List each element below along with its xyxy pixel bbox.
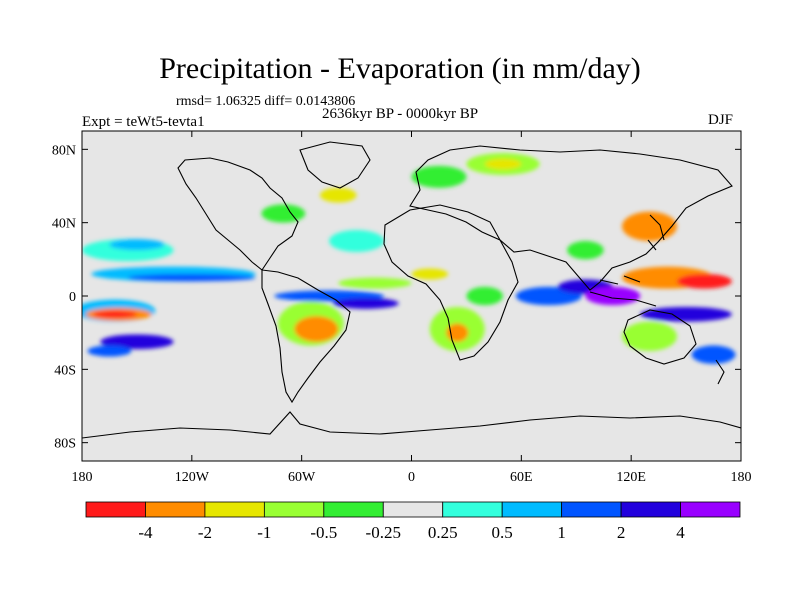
experiment-label: Expt = teWt5-tevta1 [82,114,205,130]
colorbar-swatch-9 [620,501,681,518]
colorbar-label-7: 1 [557,523,566,542]
y-tick-label-2: 0 [69,290,76,305]
field-region-8 [87,345,132,357]
colorbar-swatch-0 [85,501,146,518]
y-tick-label-4: 80S [54,437,76,452]
coast-north-america [177,157,299,271]
coast-africa [383,204,519,361]
y-axis: 80N 40N 0 40S 80S [52,143,741,452]
x-axis: 180 120W 60W 0 60E 120E 180 [72,131,752,485]
field-region-16 [319,187,357,203]
colorbar: -4 -2 -1 -0.5 -0.25 0.25 0.5 1 2 4 [85,501,741,542]
field-region-23 [466,286,504,306]
field-region-33 [567,241,604,260]
colorbar-label-5: 0.25 [428,523,458,542]
field-region-26 [585,286,641,306]
period-text: 2636kyr BP - 0000kyr BP [322,106,479,122]
coast-greenland [299,141,371,189]
chart-title: Precipitation - Evaporation (in mm/day) [159,52,641,85]
x-tick-label-5: 120E [616,470,646,485]
colorbar-label-2: -1 [257,523,271,542]
coast-antarctica [82,411,741,439]
field-region-10 [294,316,339,342]
field-region-6 [109,239,165,251]
colorbar-swatch-7 [501,501,563,518]
colorbar-swatch-5 [382,501,444,518]
colorbar-swatch-3 [263,501,325,518]
field-region-30 [640,307,732,322]
field-regions [82,153,736,364]
colorbar-label-0: -4 [138,523,153,542]
coast-eurasia [409,145,733,291]
coast-australia [623,309,697,365]
field-region-28 [676,274,732,289]
field-region-29 [622,211,677,241]
x-tick-label-6: 180 [731,470,752,485]
field-region-19 [484,158,522,170]
field-region-20 [411,268,449,280]
field-region-4 [127,274,256,282]
colorbar-label-6: 0.5 [492,523,513,542]
colorbar-swatch-4 [323,501,384,518]
x-tick-label-2: 60W [288,470,316,485]
colorbar-label-4: -0.25 [366,523,401,542]
colorbar-swatch-2 [204,501,265,518]
colorbar-swatch-6 [442,501,503,518]
season-label: DJF [708,112,734,128]
colorbar-swatch-10 [680,501,741,518]
coast-indonesia [589,275,657,307]
x-tick-label-1: 120W [175,470,210,485]
field-region-17 [411,165,467,188]
x-tick-label-0: 180 [72,470,93,485]
colorbar-label-3: -0.5 [310,523,337,542]
field-region-14 [329,230,385,252]
colorbar-swatch-8 [561,501,622,518]
field-region-7 [100,334,174,350]
field-region-15 [261,204,306,223]
field-region-12 [332,297,399,309]
x-tick-label-3: 0 [408,470,415,485]
field-region-32 [691,345,736,364]
y-tick-label-3: 40S [54,363,76,378]
coast-new-zealand [715,359,725,385]
colorbar-swatch-1 [145,501,206,518]
x-tick-label-4: 60E [510,470,533,485]
coastlines [82,141,741,439]
field-region-13 [338,277,412,289]
stats-text: rmsd= 1.06325 diff= 0.0143806 [176,94,356,109]
map-background [82,131,741,461]
colorbar-label-8: 2 [617,523,626,542]
coast-south-america [261,269,351,404]
colorbar-label-9: 4 [676,523,685,542]
y-tick-label-0: 80N [52,143,76,158]
field-region-31 [622,321,677,352]
coast-japan [647,214,665,251]
y-tick-label-1: 40N [52,217,76,232]
field-region-2 [92,310,137,319]
colorbar-label-1: -2 [198,523,212,542]
